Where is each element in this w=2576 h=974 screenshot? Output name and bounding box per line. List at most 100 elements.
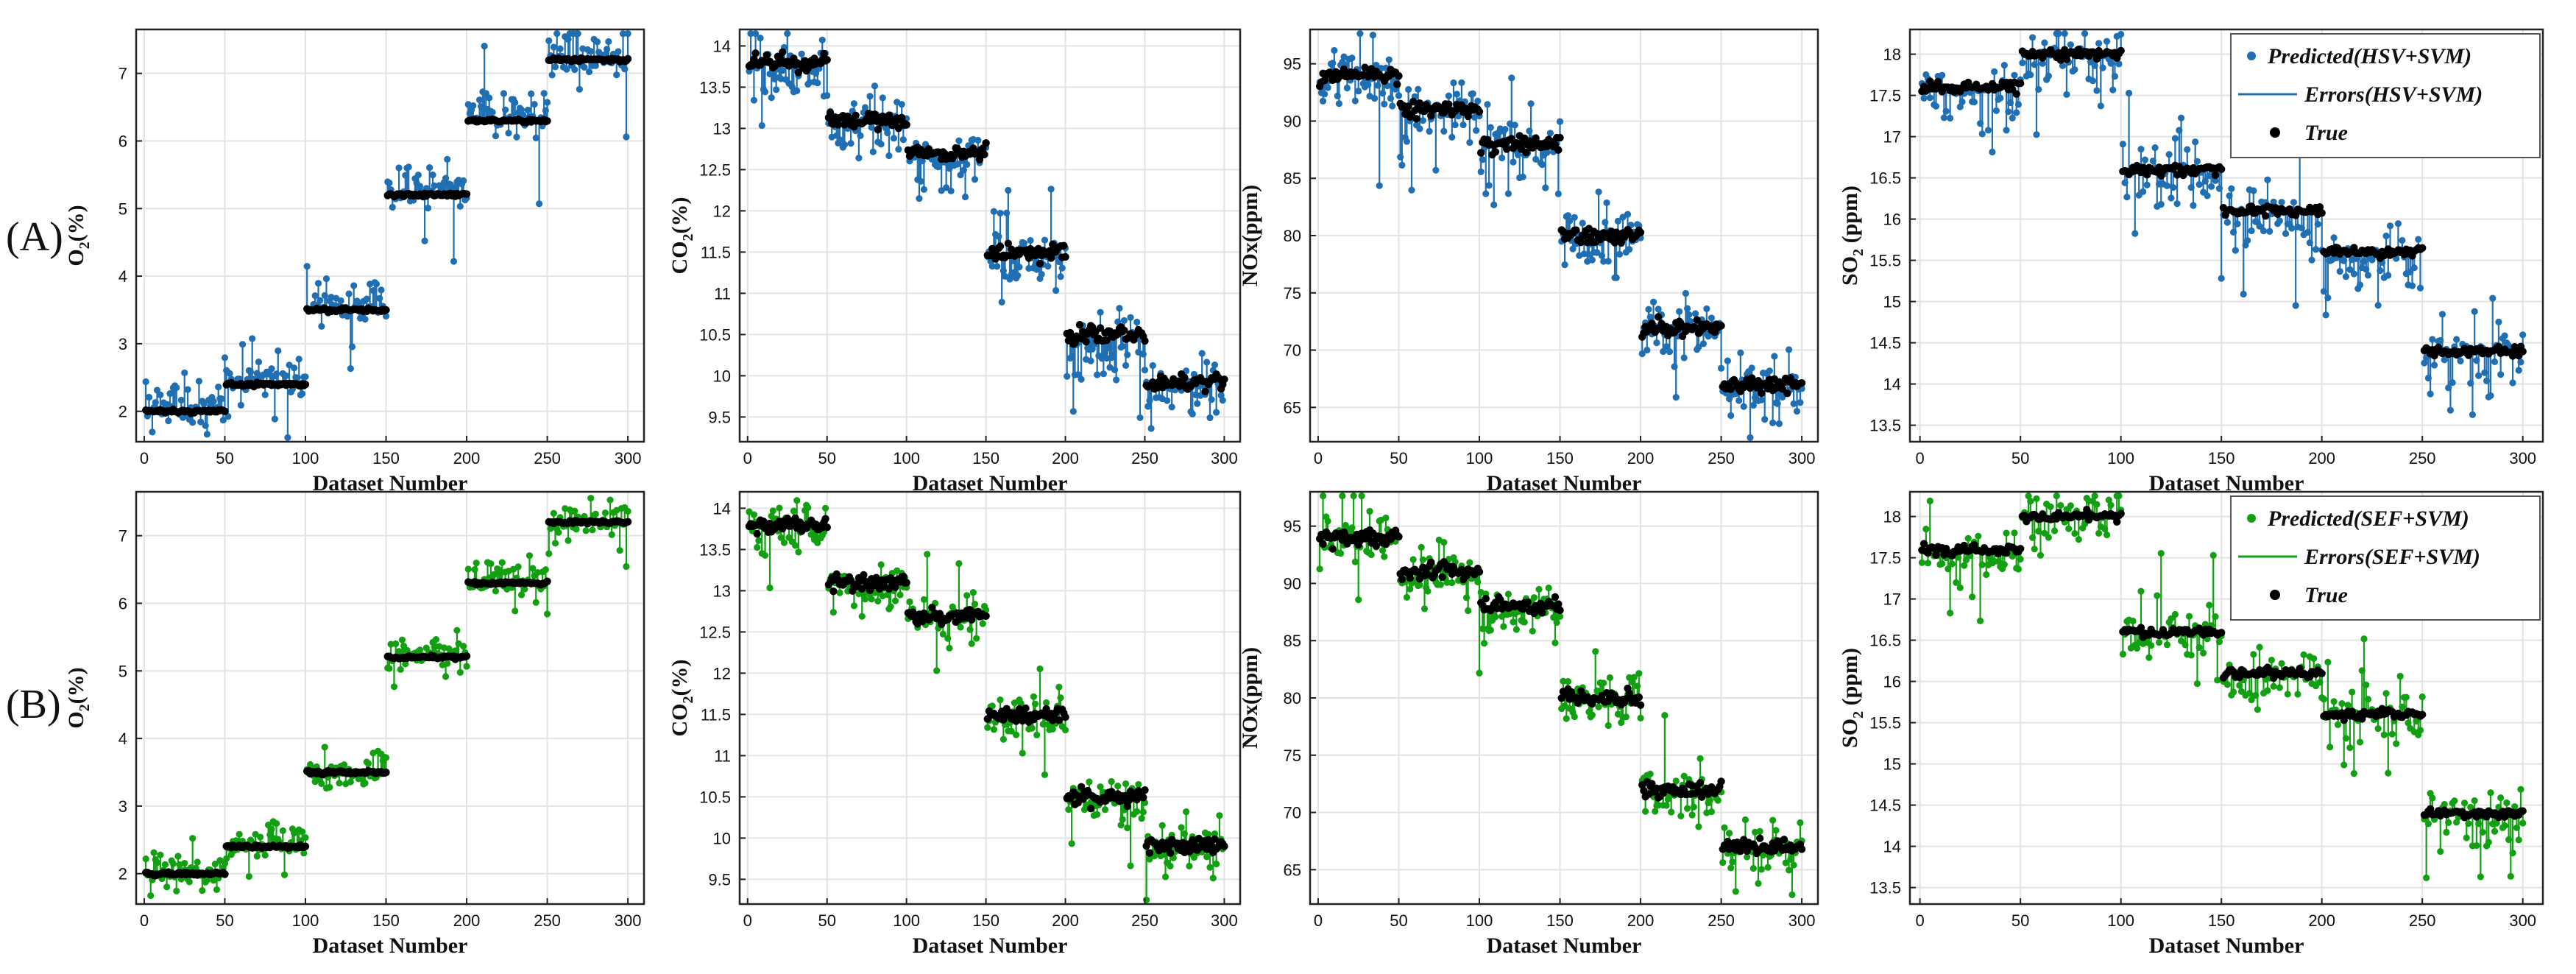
predicted-point xyxy=(153,859,161,867)
predicted-point xyxy=(1978,130,1986,138)
predicted-point xyxy=(2176,127,2183,134)
true-point xyxy=(2179,171,2187,180)
predicted-point xyxy=(997,209,1004,217)
predicted-point xyxy=(1329,60,1337,67)
predicted-point xyxy=(1646,313,1654,321)
predicted-point xyxy=(1450,79,1457,87)
predicted-point xyxy=(195,378,203,385)
predicted-point xyxy=(261,391,269,398)
true-point xyxy=(221,870,229,878)
predicted-point xyxy=(2003,127,2010,134)
predicted-point xyxy=(2137,146,2145,153)
predicted-point xyxy=(1069,408,1077,415)
predicted-point xyxy=(326,783,333,791)
predicted-point xyxy=(361,316,369,323)
predicted-point xyxy=(1075,371,1082,378)
true-point xyxy=(1004,239,1013,247)
predicted-point xyxy=(1379,90,1387,97)
predicted-point xyxy=(2014,101,2023,108)
predicted-point xyxy=(1415,85,1422,93)
predicted-point xyxy=(920,186,928,193)
true-point xyxy=(2016,79,2025,88)
predicted-point xyxy=(2445,384,2452,392)
predicted-point xyxy=(456,668,464,676)
predicted-point xyxy=(2292,302,2299,309)
predicted-point xyxy=(2111,73,2119,80)
predicted-point xyxy=(555,529,562,536)
predicted-point xyxy=(464,565,472,573)
predicted-point xyxy=(2364,272,2372,279)
predicted-point xyxy=(460,643,467,650)
predicted-point xyxy=(2107,60,2115,67)
x-tick-label: 50 xyxy=(216,449,233,467)
predicted-point xyxy=(2033,131,2040,138)
true-point xyxy=(2262,212,2270,220)
predicted-point xyxy=(1122,361,1130,369)
predicted-point xyxy=(2282,230,2290,238)
true-point xyxy=(2494,342,2503,351)
predicted-point xyxy=(623,133,630,141)
predicted-point xyxy=(585,68,593,76)
predicted-point xyxy=(1416,125,1423,133)
predicted-point xyxy=(593,38,601,46)
predicted-point xyxy=(2429,336,2436,343)
true-point xyxy=(1409,97,1418,106)
x-tick-label: 100 xyxy=(893,449,920,467)
predicted-point xyxy=(2489,294,2497,302)
predicted-point xyxy=(2415,236,2422,243)
predicted-point xyxy=(621,66,629,73)
predicted-point xyxy=(947,187,955,194)
predicted-point xyxy=(1052,286,1060,294)
predicted-point xyxy=(850,100,858,107)
predicted-point xyxy=(316,297,324,304)
true-point xyxy=(1220,375,1228,384)
predicted-point xyxy=(1991,68,1998,75)
predicted-point xyxy=(475,96,484,104)
predicted-point xyxy=(1740,403,1747,410)
predicted-point xyxy=(898,101,905,108)
predicted-point xyxy=(318,322,325,330)
predicted-point xyxy=(1139,350,1147,358)
predicted-point xyxy=(1717,364,1725,372)
x-tick-label: 200 xyxy=(1052,449,1079,467)
predicted-point xyxy=(1124,351,1131,359)
predicted-point xyxy=(2471,308,2478,315)
predicted-point xyxy=(2342,273,2350,280)
predicted-point xyxy=(1624,211,1632,218)
y-tick-label: 2 xyxy=(118,865,127,883)
predicted-point xyxy=(336,780,343,787)
predicted-point xyxy=(142,855,149,863)
true-point xyxy=(1075,320,1084,329)
predicted-point xyxy=(2430,361,2438,369)
predicted-point xyxy=(1111,366,1119,374)
true-point xyxy=(462,190,471,198)
predicted-point xyxy=(798,50,805,57)
predicted-point xyxy=(492,132,500,140)
predicted-point xyxy=(2407,268,2414,276)
predicted-point xyxy=(1526,127,1533,135)
predicted-point xyxy=(1343,84,1351,92)
predicted-point xyxy=(1538,161,1546,169)
predicted-point xyxy=(2035,85,2042,93)
axes-frame xyxy=(1908,28,2544,443)
predicted-point xyxy=(545,550,553,557)
predicted-point xyxy=(616,546,623,554)
predicted-point xyxy=(345,290,353,297)
y-axis-label: O2(%) xyxy=(64,205,93,266)
predicted-point xyxy=(960,166,967,174)
predicted-point xyxy=(284,434,291,442)
true-point xyxy=(779,48,787,56)
predicted-point xyxy=(1761,416,1769,423)
predicted-point xyxy=(1546,130,1554,137)
predicted-point xyxy=(2394,220,2402,227)
predicted-point xyxy=(2408,282,2416,289)
true-point xyxy=(1522,148,1530,157)
predicted-point xyxy=(1044,263,1052,270)
predicted-point xyxy=(1419,117,1426,124)
predicted-point xyxy=(272,370,280,378)
y-tick-label: 12 xyxy=(713,202,731,220)
true-point xyxy=(1181,374,1189,382)
predicted-point xyxy=(416,646,424,654)
predicted-point xyxy=(473,560,480,567)
y-tick-label: 5 xyxy=(118,662,127,680)
